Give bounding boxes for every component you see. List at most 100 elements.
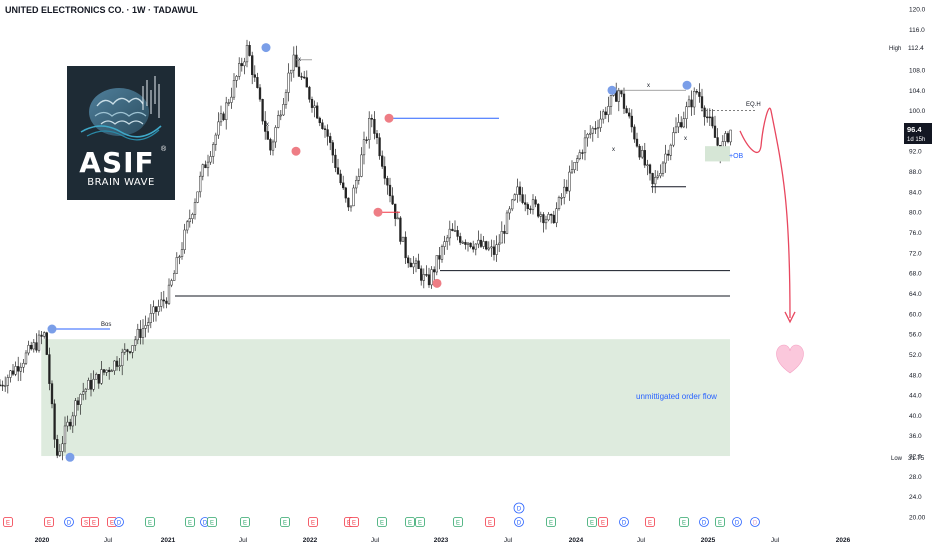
event-marker[interactable] (679, 517, 689, 527)
candle (240, 63, 243, 67)
time-axis[interactable]: 2020 Jul 2021 Jul 2022 Jul 2023 Jul 2024 Jul 2025 J… (35, 537, 851, 544)
event-marker[interactable] (645, 517, 655, 527)
event-marker[interactable] (280, 517, 290, 527)
event-marker[interactable] (3, 517, 13, 527)
event-marker[interactable] (207, 517, 217, 527)
candle (534, 199, 537, 205)
candle (526, 204, 529, 210)
logo-tagline: BRAIN WAVE (87, 177, 155, 188)
event-marker[interactable] (405, 517, 415, 527)
event-marker[interactable] (453, 517, 463, 527)
candle (370, 118, 373, 120)
price-tick: 92.0 (909, 149, 922, 156)
price-tick: 44.0 (909, 393, 922, 400)
candle (651, 173, 654, 185)
event-marker[interactable] (44, 517, 54, 527)
event-marker[interactable] (699, 517, 709, 527)
event-marker[interactable] (750, 517, 760, 527)
candle (495, 244, 498, 255)
event-marker[interactable] (349, 517, 359, 527)
candle (69, 421, 72, 427)
event-marker[interactable] (732, 517, 742, 527)
pivot-marker[interactable] (47, 324, 57, 334)
candle (508, 208, 511, 214)
candle (620, 90, 623, 95)
event-marker[interactable] (715, 517, 725, 527)
candle (175, 257, 178, 274)
candle (188, 218, 191, 223)
candle (14, 366, 17, 375)
candle (300, 76, 303, 78)
event-marker[interactable] (415, 517, 425, 527)
x-mark: x (684, 136, 687, 142)
candle (690, 99, 693, 108)
candle (30, 344, 33, 350)
event-marker[interactable] (514, 517, 524, 527)
event-marker[interactable] (114, 517, 124, 527)
candle (544, 219, 548, 224)
event-marker[interactable] (377, 517, 387, 527)
event-marker[interactable] (598, 517, 608, 527)
candle (625, 108, 628, 114)
candle (336, 167, 340, 175)
pivot-marker[interactable] (607, 85, 617, 95)
candle (19, 366, 22, 372)
candle (516, 186, 519, 195)
event-marker-dividend[interactable]: D (513, 502, 525, 514)
candle (48, 354, 51, 384)
candle (108, 369, 111, 372)
candle (63, 425, 67, 445)
candle (173, 273, 176, 281)
candle (121, 351, 124, 366)
event-marker-label: D (117, 521, 122, 527)
candle (700, 96, 704, 109)
event-marker-label: E (6, 521, 10, 527)
candle (183, 229, 186, 250)
pivot-marker[interactable] (384, 113, 394, 123)
candle (113, 360, 116, 372)
candle (568, 171, 571, 192)
ob-label: +OB (729, 153, 744, 160)
candle (326, 129, 329, 137)
candle (11, 370, 15, 375)
candle (118, 365, 121, 367)
candle (638, 145, 641, 158)
candle (677, 122, 680, 128)
candle (232, 80, 236, 98)
event-marker[interactable] (185, 517, 195, 527)
price-tick: 76.0 (909, 230, 922, 237)
candle (550, 214, 553, 216)
candle (596, 127, 600, 129)
pivot-marker[interactable] (261, 43, 271, 53)
pivot-marker[interactable] (373, 207, 383, 217)
price-axis[interactable]: 120.0116.0112.0108.0104.0100.096.092.088… (909, 7, 926, 522)
pivot-marker[interactable] (432, 278, 442, 288)
candle (591, 128, 594, 134)
candle (633, 126, 636, 140)
candle (643, 150, 646, 166)
candle (61, 443, 64, 452)
candle (180, 249, 184, 257)
event-marker-label: E (590, 521, 594, 527)
candle (641, 150, 644, 158)
candle (586, 134, 589, 139)
event-marker[interactable] (64, 517, 74, 527)
candle (277, 115, 280, 128)
pivot-marker[interactable] (65, 452, 75, 462)
event-marker[interactable] (145, 517, 155, 527)
event-marker[interactable] (546, 517, 556, 527)
event-marker[interactable] (587, 517, 597, 527)
event-marker[interactable] (308, 517, 318, 527)
candle (303, 76, 306, 79)
event-marker[interactable] (240, 517, 250, 527)
event-marker[interactable] (619, 517, 629, 527)
event-marker[interactable] (485, 517, 495, 527)
pivot-marker[interactable] (291, 146, 301, 156)
candle (414, 260, 418, 264)
pivot-marker[interactable] (682, 80, 692, 90)
candle (409, 262, 412, 268)
event-marker-label: E (92, 521, 96, 527)
event-marker[interactable] (89, 517, 99, 527)
